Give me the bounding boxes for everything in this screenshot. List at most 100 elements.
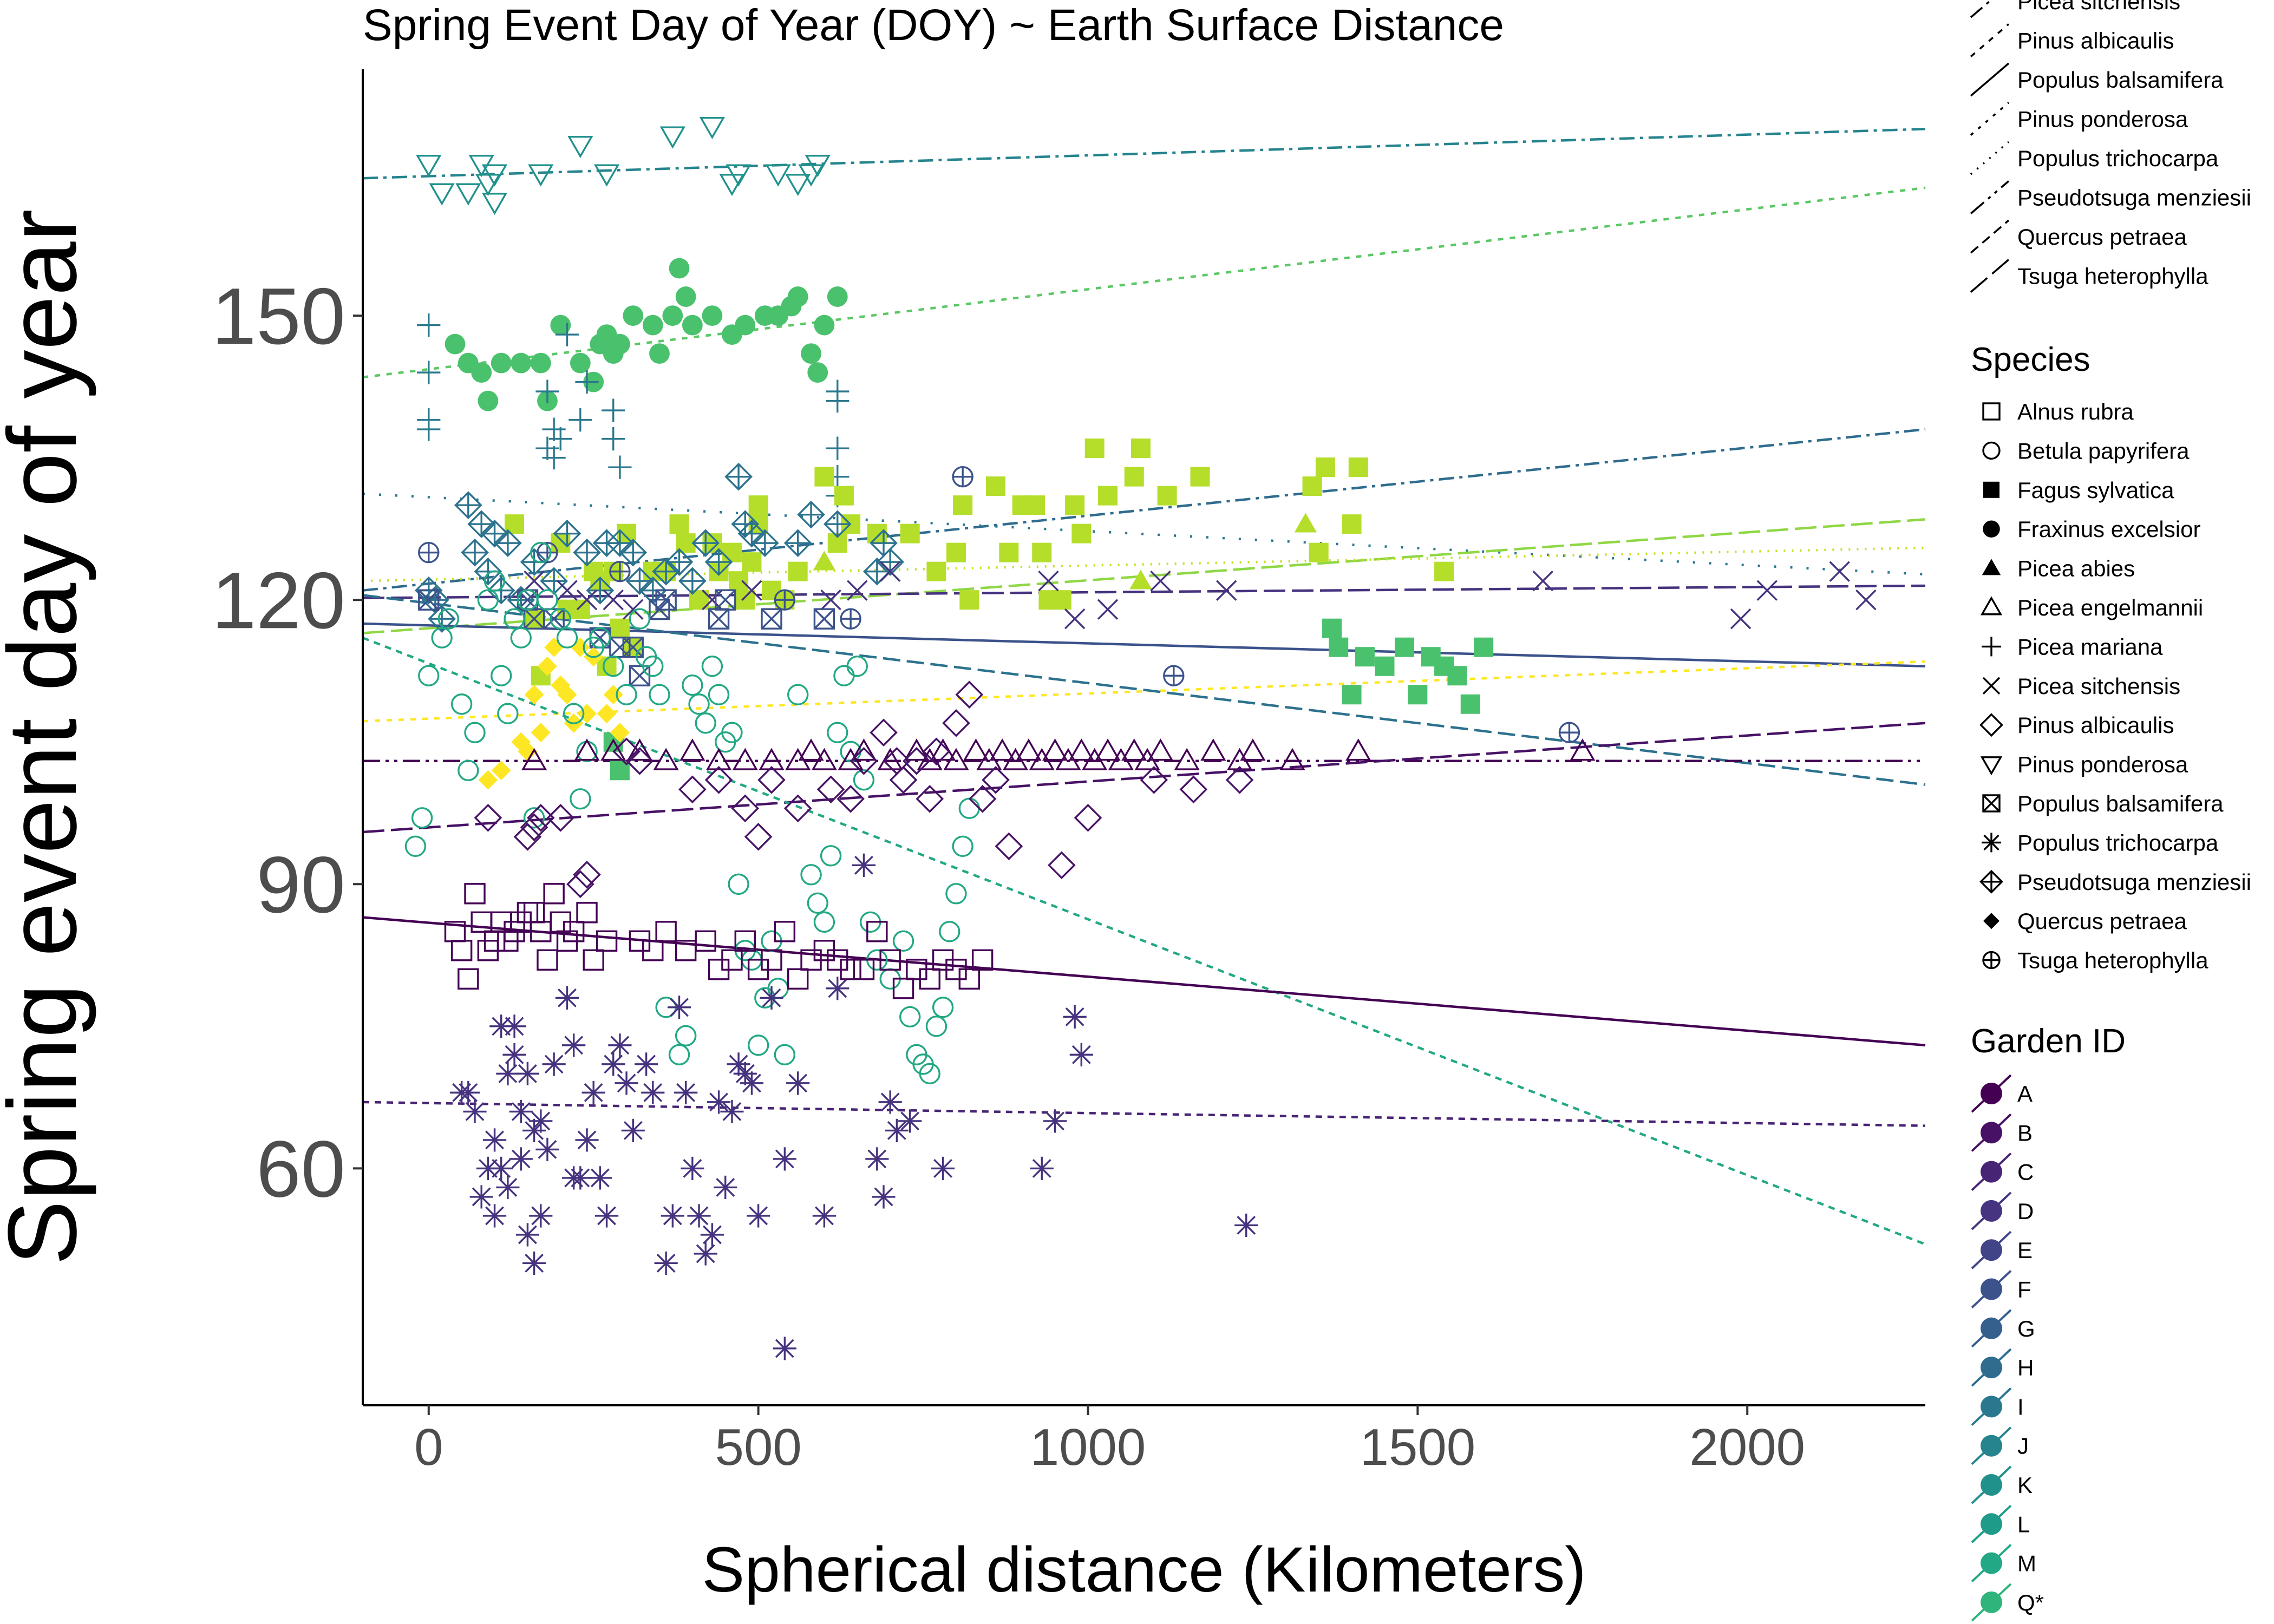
data-point xyxy=(621,1118,645,1142)
data-point xyxy=(786,1071,810,1095)
data-point xyxy=(455,183,481,206)
data-point xyxy=(464,722,486,743)
data-point xyxy=(417,417,441,441)
data-point xyxy=(885,1118,909,1142)
data-point xyxy=(416,155,442,178)
data-point xyxy=(542,417,566,441)
data-point xyxy=(840,608,861,630)
data-point xyxy=(489,1156,513,1181)
data-point xyxy=(724,462,753,491)
data-point xyxy=(1302,476,1322,496)
data-point xyxy=(467,510,495,538)
legend-species-label: Picea engelmannii xyxy=(2017,595,2203,620)
data-point xyxy=(744,822,773,851)
data-point xyxy=(688,693,710,715)
data-point xyxy=(520,813,548,842)
data-point xyxy=(464,883,486,905)
data-point xyxy=(589,627,611,649)
trend-line-6 xyxy=(362,546,1926,582)
data-point xyxy=(945,883,967,905)
data-point xyxy=(1124,467,1144,487)
data-point xyxy=(524,685,544,705)
data-point xyxy=(573,538,601,567)
data-point xyxy=(1342,514,1362,534)
trend-line-1 xyxy=(362,128,1926,180)
data-point xyxy=(597,704,617,724)
data-point xyxy=(834,486,854,506)
data-point xyxy=(1375,656,1395,676)
data-point xyxy=(461,538,489,567)
data-point xyxy=(788,561,808,581)
data-point xyxy=(528,164,554,187)
legend-garden-label: D xyxy=(2017,1199,2034,1224)
data-point xyxy=(635,1052,658,1076)
data-point xyxy=(783,794,812,823)
data-point xyxy=(826,977,850,1000)
data-point xyxy=(581,1081,605,1104)
data-point xyxy=(892,978,914,999)
data-point xyxy=(481,164,508,187)
legend-species-key xyxy=(1982,559,2001,575)
legend-species-key xyxy=(1979,713,2003,737)
data-point xyxy=(827,722,848,743)
data-point xyxy=(797,500,825,529)
data-point xyxy=(955,680,984,709)
legend-species-key xyxy=(1979,869,2003,894)
data-point xyxy=(761,949,782,971)
data-point xyxy=(721,949,743,971)
data-point xyxy=(720,1099,744,1123)
legend-linetype-label: Tsuga heterophylla xyxy=(2017,264,2208,289)
data-point xyxy=(682,675,703,696)
data-point xyxy=(943,748,969,770)
data-point xyxy=(570,352,591,374)
data-point xyxy=(576,902,598,924)
trend-line-3 xyxy=(362,492,1926,576)
legend-species-key xyxy=(1983,481,1999,498)
data-point xyxy=(567,136,593,159)
data-point xyxy=(939,921,960,942)
data-point xyxy=(469,1185,493,1209)
data-point xyxy=(1095,738,1121,761)
y-ticks: 60 90 120 150 xyxy=(212,272,363,1214)
data-point xyxy=(701,656,723,677)
data-point xyxy=(418,589,440,611)
data-point xyxy=(1140,765,1168,794)
data-point xyxy=(642,656,664,677)
data-point xyxy=(575,1128,599,1152)
data-point xyxy=(411,807,433,829)
data-point xyxy=(812,1204,837,1228)
data-point xyxy=(608,1033,632,1057)
legend-garden-key xyxy=(1971,1348,2012,1387)
data-point xyxy=(458,968,479,990)
data-point xyxy=(1097,599,1119,620)
legend-garden-label: C xyxy=(2017,1160,2034,1185)
data-point xyxy=(916,784,944,813)
data-point xyxy=(820,845,842,867)
data-point xyxy=(787,286,808,307)
data-point xyxy=(879,561,901,582)
legend-species-label: Quercus petraea xyxy=(2017,908,2187,934)
data-point xyxy=(702,305,723,326)
data-point xyxy=(1345,738,1371,761)
data-point xyxy=(931,1156,955,1181)
data-point xyxy=(761,608,782,630)
data-point xyxy=(774,1044,796,1066)
data-point xyxy=(642,315,663,336)
data-point xyxy=(785,174,811,197)
data-point xyxy=(1855,589,1877,611)
data-point xyxy=(573,860,601,889)
data-point xyxy=(555,986,579,1010)
data-point xyxy=(760,986,783,1010)
data-point xyxy=(846,656,868,677)
data-point xyxy=(610,618,630,638)
data-point xyxy=(518,742,538,762)
legend-garden-key xyxy=(1971,1191,2012,1230)
data-point xyxy=(674,1081,698,1104)
data-point xyxy=(814,467,834,487)
data-point xyxy=(655,921,677,942)
legend-linetype-key xyxy=(1970,23,2010,57)
data-point xyxy=(1179,775,1208,804)
legend-garden-label: M xyxy=(2017,1551,2036,1576)
trend-line-5 xyxy=(362,518,1926,634)
